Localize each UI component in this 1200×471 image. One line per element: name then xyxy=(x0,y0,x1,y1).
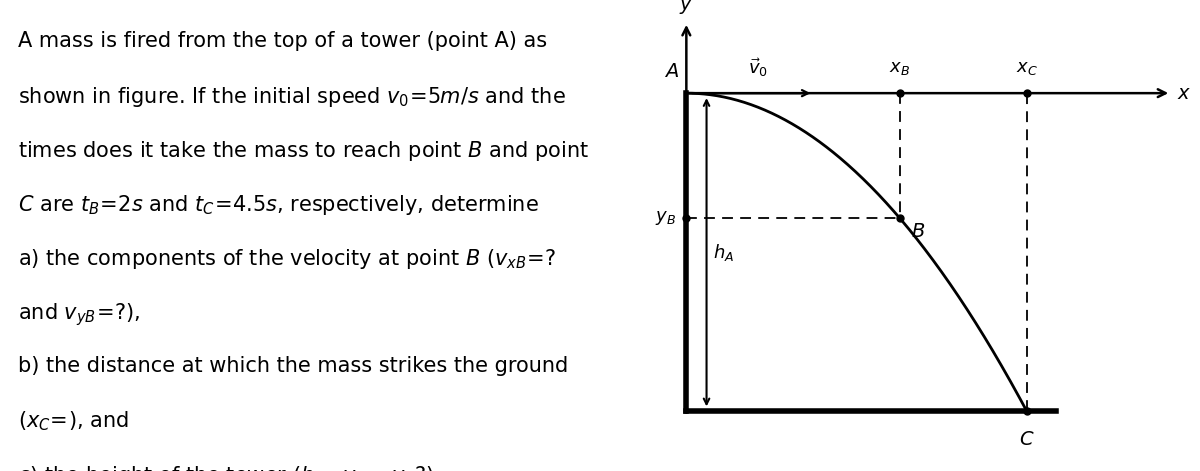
Text: $A$: $A$ xyxy=(665,63,679,81)
Text: b) the distance at which the mass strikes the ground: b) the distance at which the mass strike… xyxy=(18,356,568,375)
Text: $(x_C\!=\!)$, and: $(x_C\!=\!)$, and xyxy=(18,410,128,433)
Text: times does it take the mass to reach point $B$ and point: times does it take the mass to reach poi… xyxy=(18,139,589,163)
Text: $x$: $x$ xyxy=(1177,84,1192,103)
Text: $C$: $C$ xyxy=(1019,430,1034,449)
Text: shown in figure. If the initial speed $v_0\!=\!5m/s$ and the: shown in figure. If the initial speed $v… xyxy=(18,85,565,109)
Text: $C$ are $t_B\!=\!2s$ and $t_C\!=\!4.5s$, respectively, determine: $C$ are $t_B\!=\!2s$ and $t_C\!=\!4.5s$,… xyxy=(18,193,539,217)
Text: $x_C$: $x_C$ xyxy=(1016,59,1038,77)
Text: $y_B$: $y_B$ xyxy=(655,209,676,227)
Text: and $v_{yB}\!=\!?)$,: and $v_{yB}\!=\!?)$, xyxy=(18,301,140,328)
Text: $\vec{v}_0$: $\vec{v}_0$ xyxy=(749,56,768,79)
Text: $B$: $B$ xyxy=(912,222,925,242)
Text: $h_A$: $h_A$ xyxy=(714,242,734,263)
Text: $y$: $y$ xyxy=(679,0,694,16)
Text: c) the height of the tower $(h_A\!=\!y_A - y_C?)$.: c) the height of the tower $(h_A\!=\!y_A… xyxy=(18,464,440,471)
Text: A mass is fired from the top of a tower (point A) as: A mass is fired from the top of a tower … xyxy=(18,31,547,50)
Text: a) the components of the velocity at point $B$ ($v_{xB}\!=\!?$: a) the components of the velocity at poi… xyxy=(18,247,557,271)
Text: $x_B$: $x_B$ xyxy=(889,59,911,77)
